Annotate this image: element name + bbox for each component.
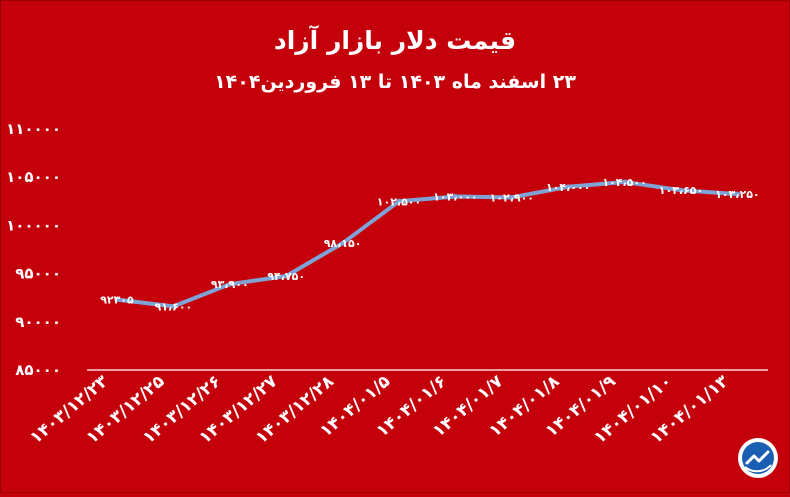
data-label: ۹۱،۶۰۰ [155, 300, 193, 313]
data-label: ۹۲۳۰۵ [100, 294, 134, 307]
data-label: ۱۰۲،۹۰۰ [490, 191, 534, 204]
y-tick-label: ۸۵۰۰۰ [15, 361, 61, 379]
chart-subtitle: ۲۳ اسفند ماه ۱۴۰۳ تا ۱۳ فروردین۱۴۰۴ [214, 71, 576, 93]
x-axis: ۱۴۰۳/۱۲/۲۳۱۴۰۳/۱۲/۲۵۱۴۰۳/۱۲/۲۶۱۴۰۳/۱۲/۲۷… [26, 371, 733, 448]
data-label: ۱۰۴،۰۰۰ [546, 181, 590, 194]
series-line [115, 180, 740, 309]
data-point [114, 297, 120, 303]
data-points [114, 179, 740, 309]
y-axis: ۸۵۰۰۰ ۹۰۰۰۰ ۹۵۰۰۰ ۱۰۰۰۰۰ ۱۰۵۰۰۰ ۱۱۰۰۰۰ [6, 120, 61, 379]
data-point [283, 273, 289, 279]
data-label: ۱۰۳،۰۰۰ [433, 190, 477, 203]
data-point [227, 281, 233, 287]
data-point [509, 194, 515, 200]
y-tick-label: ۱۰۰۰۰۰ [6, 216, 61, 234]
data-label: ۱۰۳،۲۵۰ [715, 188, 759, 201]
data-label: ۱۰۲،۵۰۰ [377, 195, 421, 208]
data-label: ۹۴،۷۵۰ [267, 270, 305, 283]
data-label: ۱۰۴،۵۰۰ [602, 176, 646, 189]
y-tick-label: ۱۰۵۰۰۰ [6, 168, 61, 186]
data-labels: ۹۲۳۰۵ ۹۱،۶۰۰ ۹۳،۹۰۰ ۹۴،۷۵۰ ۹۸،۱۵۰ ۱۰۲،۵۰۰ ۱۰۳،… [100, 176, 759, 313]
data-point [565, 184, 571, 190]
data-point [340, 240, 346, 246]
data-point [678, 187, 684, 193]
chart-title: قیمت دلار بازار آزاد [274, 25, 516, 55]
data-label: ۹۸،۱۵۰ [324, 237, 362, 250]
data-label: ۱۰۳،۶۵۰ [659, 184, 703, 197]
trend-circle-logo-icon [738, 438, 778, 478]
y-tick-label: ۱۱۰۰۰۰ [6, 120, 61, 138]
data-point [170, 303, 176, 309]
data-point [734, 191, 740, 197]
y-tick-label: ۹۵۰۰۰ [15, 265, 61, 283]
data-label: ۹۳،۹۰۰ [211, 278, 249, 291]
data-point [396, 198, 402, 204]
y-tick-label: ۹۰۰۰۰ [15, 313, 61, 331]
data-point [622, 179, 628, 185]
data-point [452, 193, 458, 199]
